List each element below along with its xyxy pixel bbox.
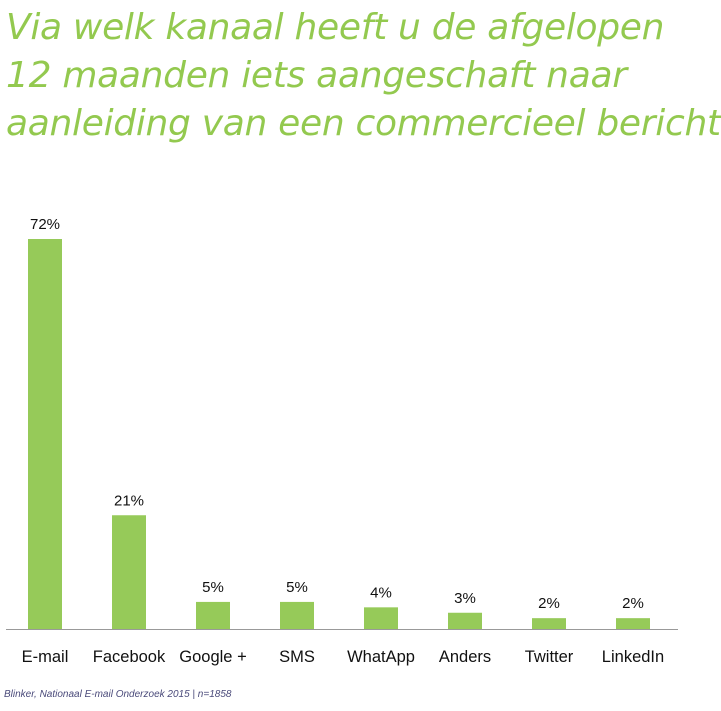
category-label: Google +	[179, 648, 246, 666]
category-label: WhatApp	[347, 648, 415, 666]
data-label: 4%	[370, 584, 392, 601]
data-label: 72%	[30, 216, 60, 233]
data-label: 2%	[622, 595, 644, 612]
data-label: 2%	[538, 595, 560, 612]
bar-facebook	[112, 515, 146, 629]
data-label: 21%	[114, 492, 144, 509]
bar-linkedin	[616, 618, 650, 629]
bar-whatapp	[364, 607, 398, 629]
title-line-2: 12 maanden iets aangeschaft naar	[6, 55, 627, 96]
bar-e-mail	[28, 239, 62, 629]
bar-twitter	[532, 618, 566, 629]
data-label: 5%	[286, 579, 308, 596]
data-label: 5%	[202, 579, 224, 596]
data-label: 3%	[454, 590, 476, 607]
category-label: Anders	[439, 648, 491, 666]
category-label: Twitter	[525, 648, 574, 666]
source-note: Blinker, Nationaal E-mail Onderzoek 2015…	[4, 689, 232, 700]
title-line-1: Via welk kanaal heeft u de afgelopen	[6, 7, 665, 48]
bar-google	[196, 601, 230, 629]
category-label: LinkedIn	[602, 648, 664, 666]
category-label: Facebook	[93, 648, 166, 666]
bar-group: 72% E-mail 21% Facebook 5% Google + 5% SMS 4% Wha…	[22, 216, 665, 666]
category-label: SMS	[279, 648, 315, 666]
bar-anders	[448, 612, 482, 629]
bar-sms	[280, 601, 314, 629]
category-label: E-mail	[22, 648, 69, 666]
chart-title: Via welk kanaal heeft u de afgelopen 12 …	[6, 4, 721, 148]
title-line-3: aanleiding van een commercieel bericht?	[6, 103, 721, 144]
